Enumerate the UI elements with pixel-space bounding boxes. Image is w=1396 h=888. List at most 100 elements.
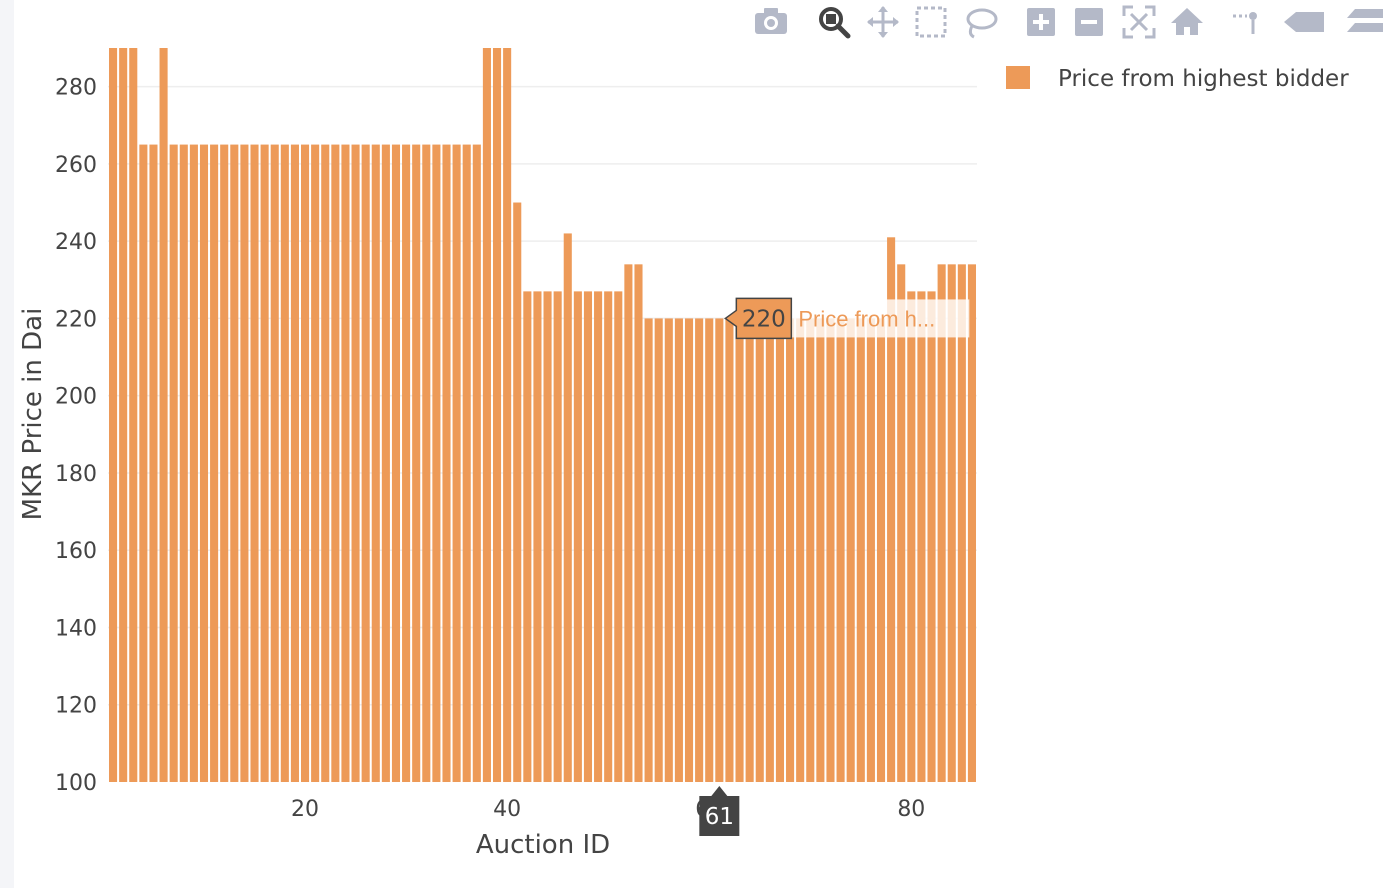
bar[interactable] [412,144,421,782]
bar[interactable] [594,291,603,782]
bar[interactable] [462,144,471,782]
bar[interactable] [644,318,653,782]
bar[interactable] [159,48,168,782]
bar[interactable] [705,318,714,782]
bar[interactable] [321,144,330,782]
bar[interactable] [371,144,380,782]
bar[interactable] [866,318,875,782]
pan-icon[interactable]: Pan [863,2,903,42]
bar[interactable] [786,318,795,782]
bar[interactable] [715,318,724,782]
bar[interactable] [109,48,118,782]
bar[interactable] [199,144,209,782]
bar[interactable] [695,318,704,782]
bar[interactable] [725,318,734,782]
bar[interactable] [432,144,441,782]
bar[interactable] [169,144,178,782]
bar[interactable] [482,48,491,782]
bar[interactable] [765,318,774,782]
modebar[interactable]: Download plot as a png ZoomPanBox SelectL… [751,2,1385,42]
bar[interactable] [755,318,764,782]
zoom-icon[interactable]: Zoom [814,2,854,42]
legend[interactable]: Price from highest bidder [1006,66,1349,92]
bar[interactable] [391,144,401,782]
legend-swatch[interactable] [1006,66,1030,89]
bar[interactable] [240,144,249,782]
zoom-out-icon[interactable]: Zoom out [1069,2,1109,42]
bar[interactable] [210,144,219,782]
bar[interactable] [381,144,390,782]
bar[interactable] [856,318,865,782]
camera-icon[interactable]: Download plot as a png [751,2,791,42]
bar[interactable] [503,48,512,782]
bar[interactable] [775,318,785,782]
bar[interactable] [553,291,562,782]
zoom-in-icon[interactable]: Zoom in [1021,2,1061,42]
lasso-select-icon[interactable]: Lasso Select [960,2,1000,42]
bar[interactable] [472,144,481,782]
reset-axes-icon[interactable]: Reset axes [1167,2,1207,42]
bar[interactable] [664,318,673,782]
bar[interactable] [442,144,451,782]
bar[interactable] [280,144,289,782]
box-select-icon[interactable]: Box Select [911,2,951,42]
bar[interactable] [230,144,239,782]
bar[interactable] [361,144,370,782]
bar[interactable] [139,144,148,782]
bar[interactable] [573,291,582,782]
bar[interactable] [179,144,188,782]
bar[interactable] [260,144,269,782]
bar[interactable] [311,144,320,782]
bar[interactable] [402,144,411,782]
bar[interactable] [684,318,694,782]
bar[interactable] [846,318,855,782]
bar[interactable] [957,264,966,782]
bar[interactable] [907,291,916,782]
bar[interactable] [917,291,926,782]
bar[interactable] [614,291,623,782]
bar-series[interactable] [109,48,976,783]
bar[interactable] [533,291,542,782]
bar[interactable] [674,318,683,782]
bar[interactable] [220,144,229,782]
bar[interactable] [654,318,663,782]
bar[interactable] [351,144,360,782]
bar[interactable] [331,144,340,782]
bar[interactable] [422,144,431,782]
bar[interactable] [250,144,259,782]
bar[interactable] [270,144,279,782]
bar[interactable] [745,318,754,782]
bar[interactable] [624,264,633,782]
bar[interactable] [523,291,532,782]
bar[interactable] [583,291,593,782]
bar[interactable] [897,264,906,782]
bar[interactable] [937,264,946,782]
bar[interactable] [967,264,976,782]
bar[interactable] [149,144,158,782]
bar[interactable] [816,318,825,782]
hover-compare-icon[interactable]: Compare data on hover [1345,2,1385,42]
bar[interactable] [563,233,572,782]
bar[interactable] [543,291,552,782]
bar[interactable] [189,144,198,782]
hover-closest-icon[interactable]: Show closest data on hover [1284,2,1324,42]
bar[interactable] [119,48,128,782]
bar[interactable] [876,318,886,782]
bar[interactable] [129,48,138,782]
autoscale-icon[interactable]: Autoscale [1119,2,1159,42]
bar[interactable] [887,237,896,782]
bar[interactable] [947,264,956,782]
bar[interactable] [513,202,522,783]
bar[interactable] [604,291,613,782]
bar[interactable] [300,144,310,782]
bar[interactable] [927,291,936,782]
bar[interactable] [796,318,805,782]
bar[interactable] [634,264,643,782]
spike-lines-icon[interactable]: Toggle Spike Lines [1225,2,1265,42]
bar[interactable] [492,48,502,782]
bar[interactable] [341,144,350,782]
bar[interactable] [735,318,744,782]
bar[interactable] [826,318,835,782]
bar[interactable] [836,318,845,782]
bar[interactable] [806,318,815,782]
